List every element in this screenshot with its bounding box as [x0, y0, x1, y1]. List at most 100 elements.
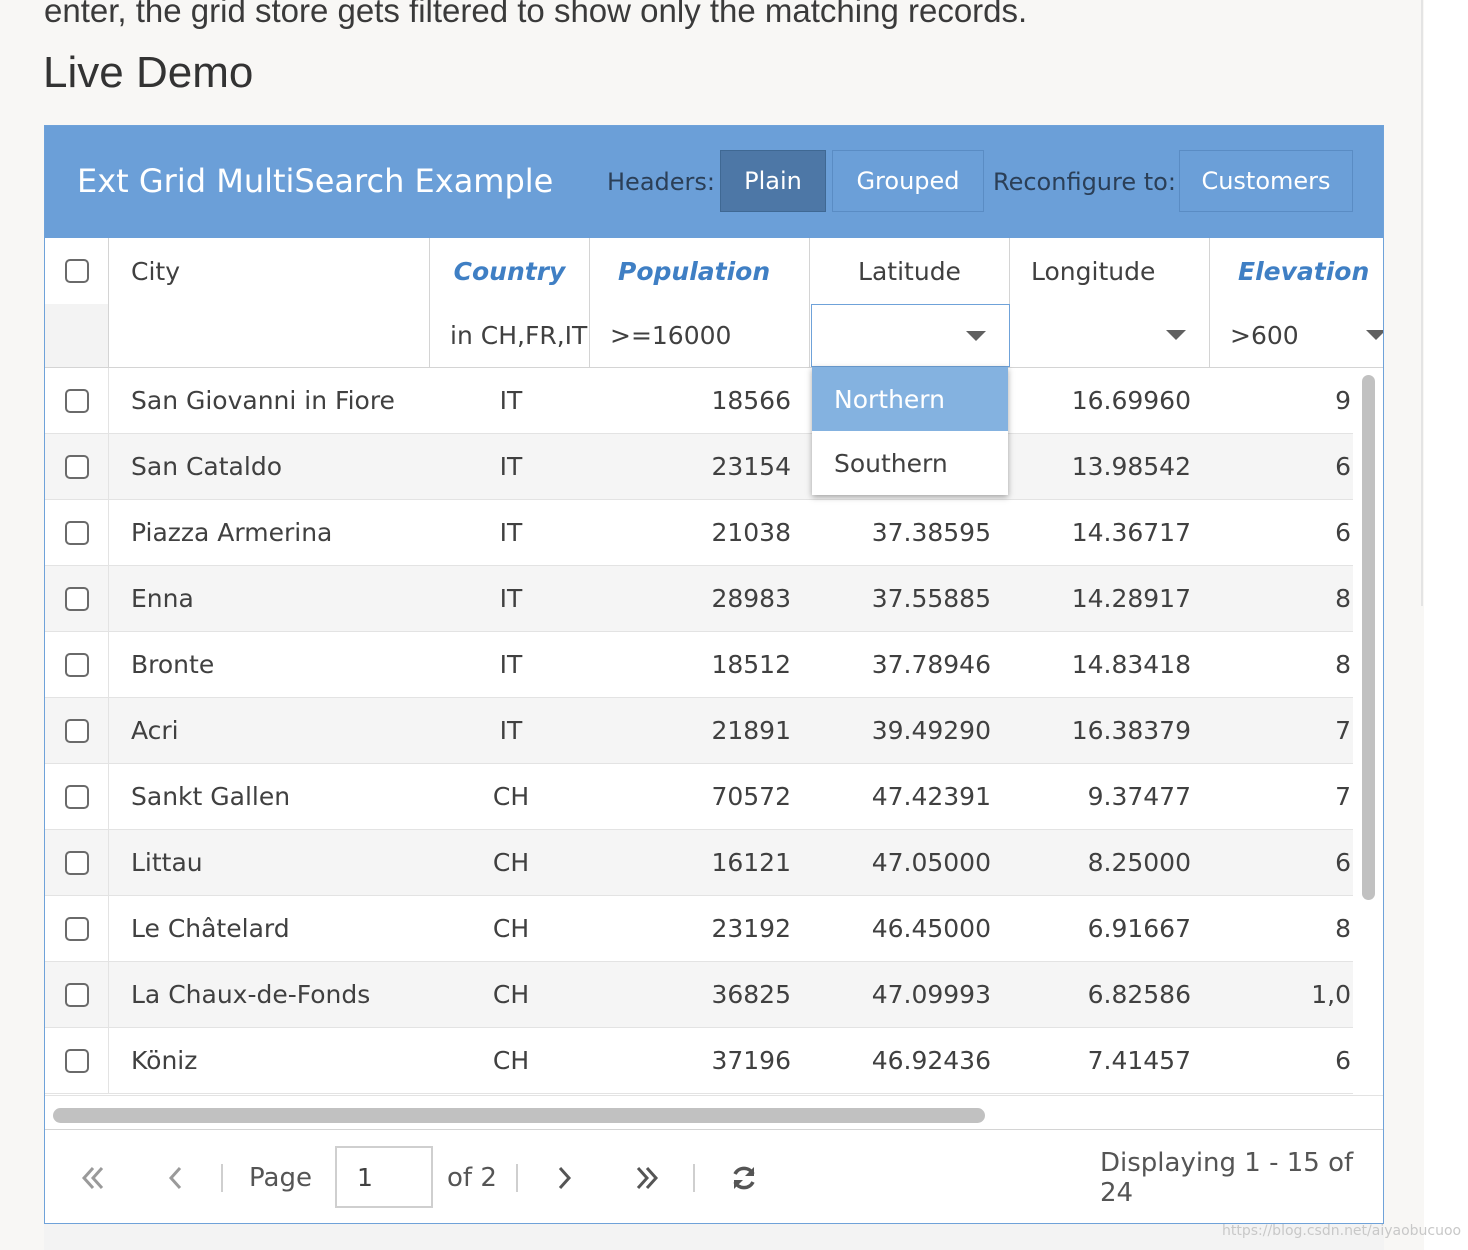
row-select-cell[interactable]: [45, 1028, 109, 1093]
grid-body: San Giovanni in Fiore IT 18566 16.69960 …: [45, 368, 1353, 1095]
cell-population: 21038: [711, 518, 791, 547]
row-checkbox[interactable]: [64, 652, 89, 677]
cell-population: 23154: [711, 452, 791, 481]
dropdown-option-northern[interactable]: Northern: [812, 367, 1008, 431]
horizontal-scrollbar-thumb[interactable]: [53, 1108, 985, 1123]
cell-population: 16121: [711, 848, 791, 877]
cell-country: IT: [499, 452, 523, 481]
toolbar-separator: [516, 1164, 518, 1192]
plain-button[interactable]: Plain: [720, 150, 826, 212]
row-checkbox[interactable]: [64, 586, 89, 611]
row-select-cell[interactable]: [45, 368, 109, 433]
cell-longitude: 14.28917: [1071, 584, 1191, 613]
table-row[interactable]: Littau CH 16121 47.05000 8.25000 6: [45, 830, 1353, 896]
sidebar-divider: [1421, 0, 1423, 606]
row-select-cell[interactable]: [45, 566, 109, 631]
cell-country: CH: [492, 848, 530, 877]
cell-country: IT: [499, 386, 523, 415]
cell-latitude: 46.92436: [871, 1046, 991, 1075]
page-right-margin: [1424, 0, 1468, 1250]
refresh-button[interactable]: [729, 1154, 759, 1202]
cell-longitude: 16.38379: [1071, 716, 1191, 745]
cell-population: 28983: [711, 584, 791, 613]
cell-city: Bronte: [131, 650, 215, 679]
latitude-dropdown-trigger-icon[interactable]: [966, 331, 986, 341]
next-page-button[interactable]: [555, 1154, 575, 1202]
filter-population-input[interactable]: >=16000: [590, 304, 810, 367]
column-header-population[interactable]: Population: [590, 238, 810, 304]
table-row[interactable]: La Chaux-de-Fonds CH 36825 47.09993 6.82…: [45, 962, 1353, 1028]
row-checkbox[interactable]: [64, 388, 89, 413]
grid-header-row: City Country Population Latitude Longitu…: [45, 238, 1383, 305]
panel-title: Ext Grid MultiSearch Example: [77, 162, 554, 200]
column-header-country[interactable]: Country: [430, 238, 590, 304]
table-row[interactable]: Acri IT 21891 39.49290 16.38379 7: [45, 698, 1353, 764]
table-row[interactable]: Sankt Gallen CH 70572 47.42391 9.37477 7: [45, 764, 1353, 830]
select-all-checkbox[interactable]: [64, 259, 89, 283]
cell-longitude: 13.98542: [1071, 452, 1191, 481]
row-checkbox[interactable]: [64, 454, 89, 479]
table-row[interactable]: Le Châtelard CH 23192 46.45000 6.91667 8: [45, 896, 1353, 962]
filter-city-input[interactable]: [109, 304, 430, 367]
row-select-cell[interactable]: [45, 764, 109, 829]
cell-elevation: 7: [1335, 782, 1351, 811]
page-count-label: of 2: [447, 1163, 497, 1193]
cell-city: San Giovanni in Fiore: [131, 386, 395, 415]
table-row[interactable]: San Giovanni in Fiore IT 18566 16.69960 …: [45, 368, 1353, 434]
vertical-scrollbar-thumb[interactable]: [1362, 375, 1375, 900]
horizontal-scrollbar-track[interactable]: [45, 1095, 1383, 1130]
row-select-cell[interactable]: [45, 434, 109, 499]
cell-longitude: 6.82586: [1087, 980, 1191, 1009]
cell-latitude: 37.55885: [871, 584, 991, 613]
cell-elevation: 8: [1335, 584, 1351, 613]
table-row[interactable]: Bronte IT 18512 37.78946 14.83418 8: [45, 632, 1353, 698]
filter-country-input[interactable]: in CH,FR,IT: [430, 304, 590, 367]
grouped-button[interactable]: Grouped: [832, 150, 984, 212]
elevation-dropdown-trigger-icon[interactable]: [1366, 330, 1383, 340]
cell-latitude: 46.45000: [871, 914, 991, 943]
cell-country: CH: [492, 914, 530, 943]
column-header-elevation[interactable]: Elevation: [1238, 256, 1370, 286]
cell-country: CH: [492, 980, 530, 1009]
page-label: Page: [249, 1163, 312, 1193]
row-checkbox[interactable]: [64, 916, 89, 941]
row-checkbox[interactable]: [64, 982, 89, 1007]
dropdown-option-southern[interactable]: Southern: [834, 448, 948, 478]
filter-longitude-combo[interactable]: [1010, 304, 1210, 367]
table-row[interactable]: Enna IT 28983 37.55885 14.28917 8: [45, 566, 1353, 632]
row-checkbox[interactable]: [64, 1048, 89, 1073]
chevron-left-icon: [168, 1166, 182, 1190]
row-select-cell[interactable]: [45, 962, 109, 1027]
row-select-cell[interactable]: [45, 830, 109, 895]
last-page-button[interactable]: [633, 1154, 661, 1202]
column-header-latitude[interactable]: Latitude: [810, 238, 1010, 304]
customers-button[interactable]: Customers: [1179, 150, 1353, 212]
row-checkbox[interactable]: [64, 784, 89, 809]
table-row[interactable]: San Cataldo IT 23154 13.98542 6: [45, 434, 1353, 500]
table-row[interactable]: Köniz CH 37196 46.92436 7.41457 6: [45, 1028, 1353, 1094]
paging-toolbar: Page 1 of 2 Displaying 1 - 15 of 24: [45, 1129, 1383, 1223]
row-select-cell[interactable]: [45, 632, 109, 697]
longitude-dropdown-trigger-icon[interactable]: [1166, 330, 1186, 340]
first-page-button[interactable]: [79, 1154, 107, 1202]
page-number-input[interactable]: 1: [335, 1146, 433, 1208]
row-select-cell[interactable]: [45, 896, 109, 961]
filter-latitude-combo[interactable]: [811, 304, 1010, 367]
grid-panel: Ext Grid MultiSearch Example Headers: Pl…: [44, 125, 1384, 1224]
row-checkbox[interactable]: [64, 520, 89, 545]
row-select-cell[interactable]: [45, 500, 109, 565]
filter-elevation-combo[interactable]: >600: [1210, 304, 1383, 367]
row-checkbox[interactable]: [64, 718, 89, 743]
column-header-city[interactable]: City: [109, 238, 430, 304]
table-row[interactable]: Piazza Armerina IT 21038 37.38595 14.367…: [45, 500, 1353, 566]
latitude-filter-dropdown[interactable]: Northern Southern: [812, 367, 1008, 495]
select-all-cell[interactable]: [45, 238, 109, 304]
prev-page-button[interactable]: [165, 1154, 185, 1202]
cell-country: CH: [492, 782, 530, 811]
filter-row: in CH,FR,IT >=16000 >600: [45, 304, 1383, 368]
cell-elevation: 6: [1335, 518, 1351, 547]
row-checkbox[interactable]: [64, 850, 89, 875]
column-header-longitude[interactable]: Longitude: [1010, 238, 1210, 304]
row-select-cell[interactable]: [45, 698, 109, 763]
headers-label: Headers:: [607, 168, 715, 196]
